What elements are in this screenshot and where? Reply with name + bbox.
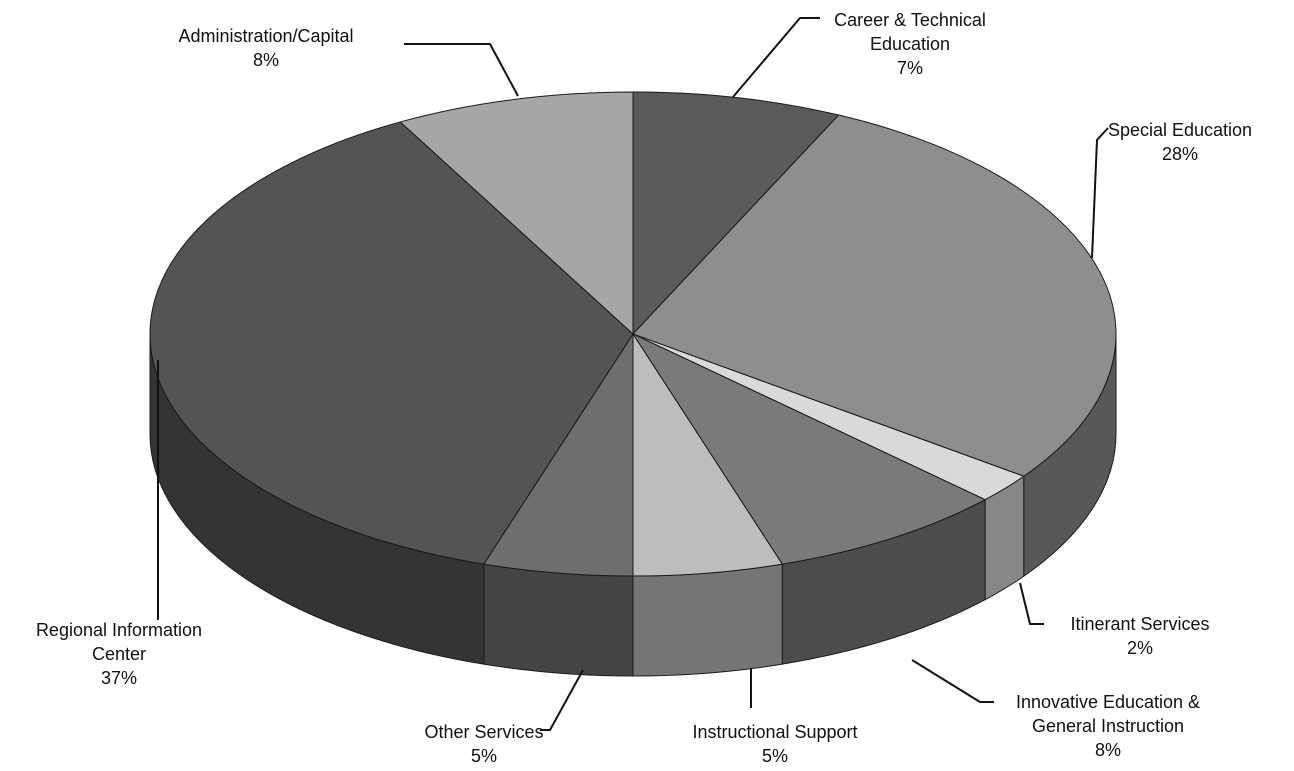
leader-line-career-technical-education [732,17,820,98]
leader-line-administration-capital [404,43,519,97]
label-other-services: Other Services 5% [424,722,544,766]
leader-line-special-education [1091,127,1109,259]
pie-slice-instructional-support [632,332,784,577]
leader-line-itinerant-services [1019,582,1044,625]
label-instructional-support: Instructional Support 5% [692,722,858,766]
label-career-technical-education: Career & Technical Education 7% [834,10,986,78]
pie-side-instructional-support [632,563,783,677]
leader-line-other-services [540,669,584,731]
pie-slice-regional-information-center [149,121,634,565]
label-regional-information-center: Regional Information Center 37% [35,620,203,688]
leader-line-innovative-education-general-instruction [911,659,994,703]
pie-slice-special-education [632,114,1117,477]
pie-slice-administration-capital [399,91,634,336]
label-itinerant-services: Itinerant Services 2% [1070,614,1210,658]
label-innovative-education: Innovative Education & General Instructi… [1015,692,1201,760]
pie-slice-other-services [482,332,634,577]
pie-side-other-services [483,563,634,677]
label-special-education: Special Education 28% [1107,120,1253,164]
pie-slice-career-technical-education [632,91,840,336]
pie-slice-innovative-education-general-instruction [631,332,987,565]
label-administration-capital: Administration/Capital 8% [178,26,354,70]
